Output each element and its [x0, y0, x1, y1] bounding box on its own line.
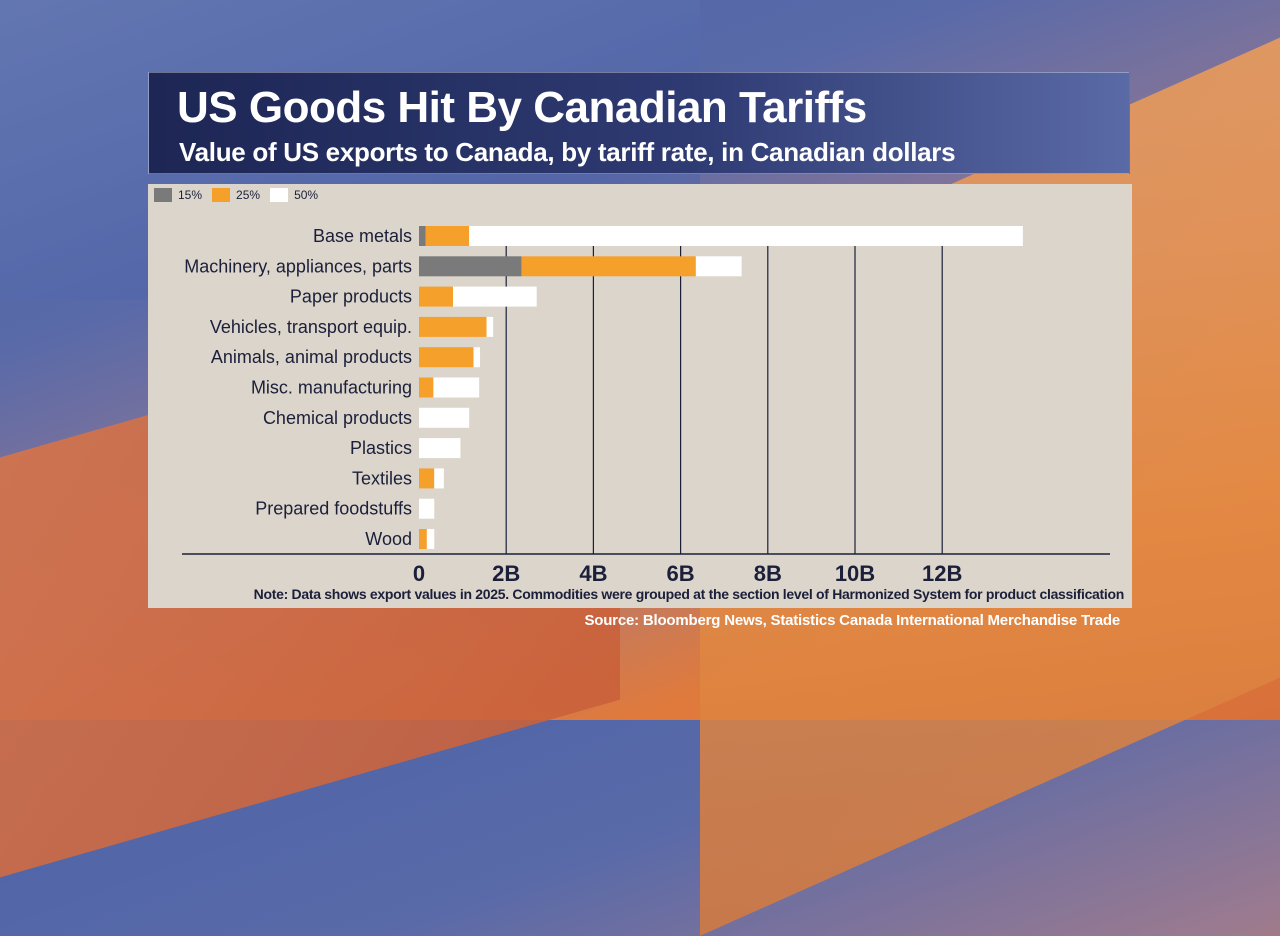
category-label: Chemical products: [263, 408, 412, 428]
x-tick-label: 6B: [667, 561, 695, 586]
chart-title: US Goods Hit By Canadian Tariffs: [177, 83, 867, 132]
legend-swatch-15: [154, 188, 172, 202]
bar-segment-50pct: [473, 347, 481, 368]
bar-segment-25pct: [419, 316, 487, 337]
category-label: Misc. manufacturing: [251, 378, 412, 398]
chart-note: Note: Data shows export values in 2025. …: [253, 586, 1125, 602]
bar-segment-50pct: [419, 498, 435, 519]
bar-segment-50pct: [434, 468, 444, 489]
chart-panel: 15% 25% 50% 0 2B 4B 6B 8B 10B 12B Base metals Ma…: [148, 184, 1132, 608]
category-label: Textiles: [352, 468, 412, 488]
bar-segment-25pct: [419, 468, 435, 489]
bar-segment-50pct: [433, 377, 480, 398]
x-tick-label: 12B: [922, 561, 962, 586]
category-label: Prepared foodstuffs: [255, 499, 412, 519]
bar-segment-25pct: [521, 256, 696, 277]
chart-subtitle: Value of US exports to Canada, by tariff…: [179, 137, 956, 167]
bar-segment-25pct: [419, 529, 427, 549]
x-tick-label: 10B: [835, 561, 875, 586]
x-tick-label: 2B: [492, 561, 520, 586]
x-tick-label: 8B: [754, 561, 782, 586]
bar-segment-50pct: [426, 529, 435, 549]
legend-label-50: 50%: [294, 188, 319, 202]
chart-legend: 15% 25% 50%: [154, 188, 328, 202]
legend-label-15: 15%: [178, 188, 203, 202]
category-label: Animals, animal products: [211, 347, 412, 367]
bar-segment-50pct: [419, 438, 461, 459]
bar-segment-50pct: [695, 256, 742, 277]
bar-segment-50pct: [486, 316, 494, 337]
title-banner: US Goods Hit By Canadian Tariffs Value o…: [148, 72, 1130, 174]
bar-segment-50pct: [419, 407, 470, 428]
bar-segment-25pct: [419, 286, 454, 307]
category-label: Base metals: [313, 226, 412, 246]
category-label: Vehicles, transport equip.: [210, 317, 412, 337]
category-label: Paper products: [290, 287, 412, 307]
legend-item-25: 25%: [212, 188, 260, 202]
category-label: Plastics: [350, 438, 412, 458]
bar-segment-50pct: [469, 226, 1023, 246]
bar-segment-15pct: [419, 256, 522, 277]
bar-segment-15pct: [419, 226, 426, 246]
bar-segment-25pct: [425, 226, 470, 246]
bar-segment-25pct: [419, 377, 434, 398]
legend-swatch-50: [270, 188, 289, 202]
category-label: Machinery, appliances, parts: [184, 256, 412, 276]
bar-segment-50pct: [453, 286, 537, 307]
legend-swatch-25: [212, 188, 231, 202]
legend-item-50: 50%: [270, 188, 318, 202]
legend-label-25: 25%: [236, 188, 261, 202]
category-label: Wood: [365, 529, 412, 549]
bar-chart: 0 2B 4B 6B 8B 10B 12B Base metals Machinery, app…: [182, 226, 1110, 586]
x-tick-label: 4B: [579, 561, 607, 586]
bar-segment-25pct: [419, 347, 474, 368]
x-tick-label: 0: [413, 561, 425, 586]
legend-item-15: 15%: [154, 188, 202, 202]
source-credit: Source: Bloomberg News, Statistics Canad…: [584, 612, 1120, 629]
